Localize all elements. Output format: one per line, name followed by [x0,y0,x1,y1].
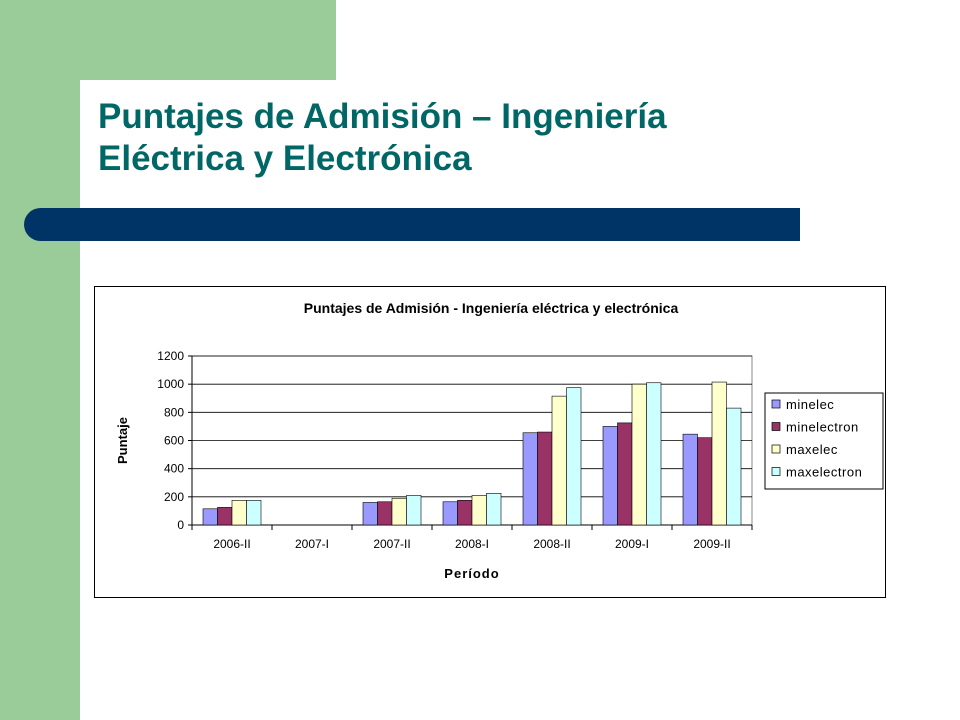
bar-minelectron [217,507,233,526]
slide-title: Puntajes de Admisión – Ingeniería Eléctr… [98,96,858,180]
bar-minelec [442,501,458,526]
y-tick-label: 1000 [157,377,184,391]
x-tick-label: 2008-I [455,537,489,551]
x-tick-label: 2006-II [213,537,250,551]
bar-minelec [202,508,218,526]
legend-swatch-maxelec [771,444,781,454]
chart-frame: Puntajes de Admisión - Ingeniería eléctr… [94,286,886,598]
bar-minelec [602,426,618,526]
bar-maxelectron [566,387,582,526]
y-tick-label: 400 [164,462,184,476]
x-tick-label: 2009-II [693,537,730,551]
x-tick-label: 2007-II [373,537,410,551]
bar-minelectron [617,422,633,526]
bar-maxelectron [406,495,422,526]
bar-maxelectron [726,407,742,526]
bar-maxelec [631,383,647,526]
bar-minelectron [697,437,713,526]
x-axis-label: Período [444,566,499,581]
legend-label-maxelectron: maxelectron [786,465,862,480]
bar-maxelec [391,497,407,526]
bar-maxelectron [486,493,502,526]
legend [764,392,884,490]
slide-title-line-1: Puntajes de Admisión – Ingeniería [98,97,667,136]
legend-label-maxelec: maxelec [786,442,838,457]
bar-minelec [522,432,538,526]
x-tick-label: 2009-I [615,537,649,551]
slide-title-line-2: Eléctrica y Electrónica [98,139,472,178]
bar-maxelectron [646,382,662,526]
bar-maxelec [231,500,247,526]
bar-maxelec [711,381,727,526]
bar-maxelec [551,395,567,526]
y-tick-label: 600 [164,434,184,448]
x-tick-label: 2008-II [533,537,570,551]
bar-minelectron [377,501,393,526]
x-tick-label: 2007-I [295,537,329,551]
legend-label-minelectron: minelectron [786,420,859,435]
side-band [0,0,80,720]
y-tick-label: 1200 [157,349,184,363]
legend-swatch-minelec [771,399,781,409]
legend-swatch-minelectron [771,422,781,431]
y-tick-label: 800 [164,405,184,419]
chart-title: Puntajes de Admisión - Ingeniería eléctr… [304,300,679,316]
title-underline-bar [24,208,800,241]
legend-swatch-maxelectron [771,467,781,476]
bar-minelec [362,502,378,526]
bar-minelectron [457,500,473,526]
y-axis-label: Puntaje [115,417,130,464]
bar-maxelec [471,495,487,526]
bar-minelec [682,433,698,526]
y-tick-label: 0 [177,518,184,532]
top-band [0,0,336,80]
bar-maxelectron [246,500,262,526]
bar-minelectron [537,431,553,526]
bar-chart: Puntajes de Admisión - Ingeniería eléctr… [115,300,884,581]
legend-label-minelec: minelec [786,397,834,412]
y-tick-label: 200 [164,490,184,504]
